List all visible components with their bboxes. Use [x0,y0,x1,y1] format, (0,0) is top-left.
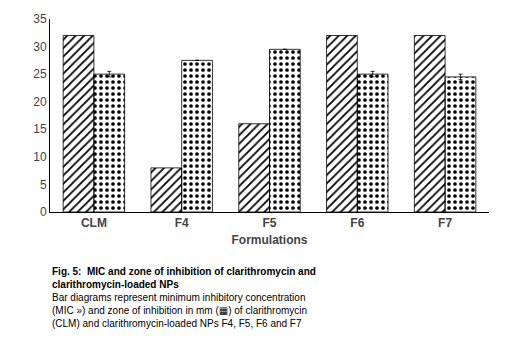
svg-text:CLM: CLM [81,216,107,230]
svg-text:5: 5 [40,178,47,192]
svg-text:25: 25 [33,67,47,81]
svg-text:10: 10 [33,150,47,164]
svg-text:35: 35 [33,12,47,26]
svg-text:F5: F5 [262,216,276,230]
svg-text:20: 20 [33,95,47,109]
svg-text:F6: F6 [350,216,364,230]
svg-text:Formulations: Formulations [231,233,307,247]
svg-text:15: 15 [33,122,47,136]
svg-text:F4: F4 [175,216,189,230]
svg-text:Fig. 5: MIC and zone of inhib: Fig. 5: MIC and zone of inhibition of cl… [52,266,316,329]
svg-text:30: 30 [33,40,47,54]
svg-text:F7: F7 [438,216,452,230]
svg-text:0: 0 [40,205,47,219]
